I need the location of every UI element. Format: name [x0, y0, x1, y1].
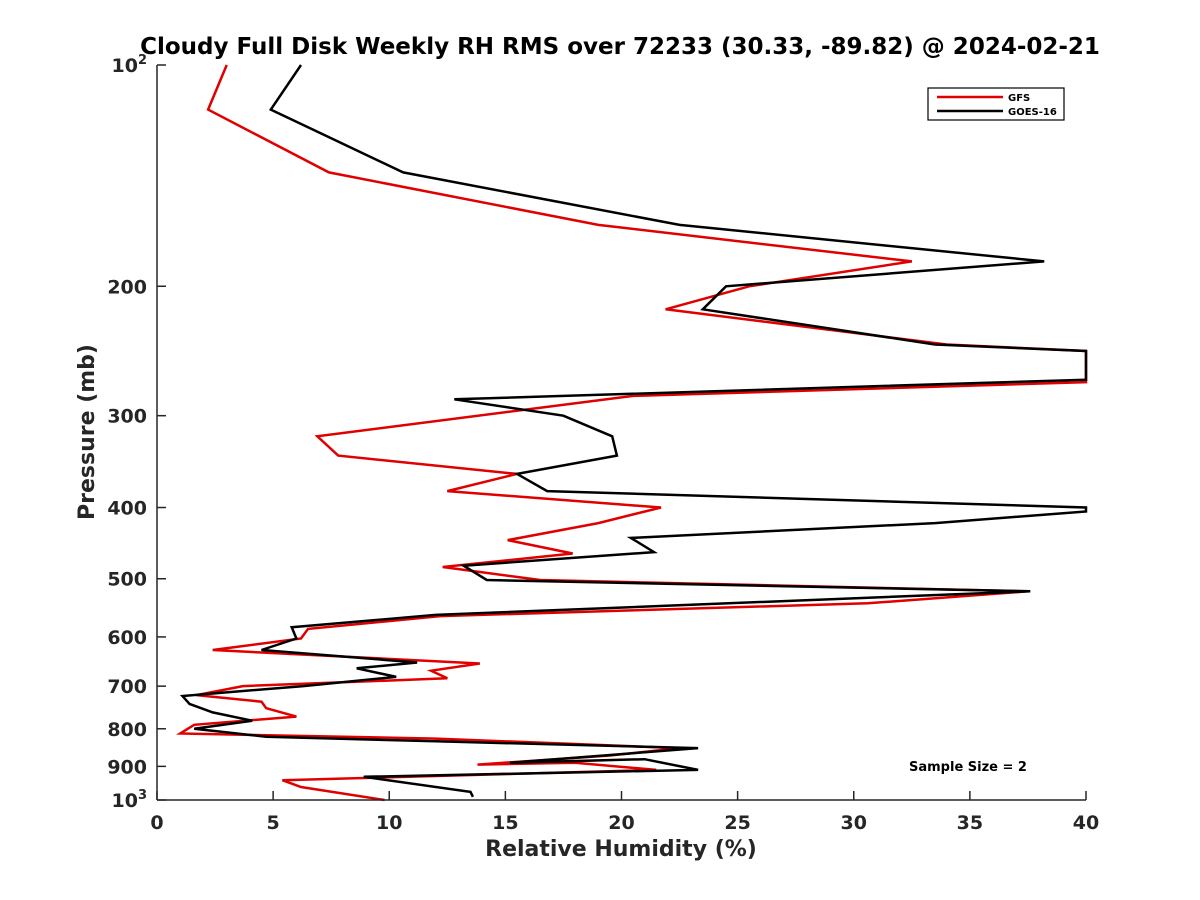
x-tick-label: 35: [957, 812, 983, 834]
series-layer: [175, 64, 1088, 802]
legend-label-goes16: GOES-16: [1008, 107, 1057, 118]
y-tick-label: 500: [107, 569, 147, 591]
chart-title: Cloudy Full Disk Weekly RH RMS over 7223…: [140, 34, 1100, 60]
y-tick-label: 102: [112, 53, 148, 77]
y-tick-label: 103: [112, 788, 148, 812]
y-tick-label: 400: [107, 498, 147, 520]
y-tick-label: 800: [107, 719, 147, 741]
sample-size-annotation: Sample Size = 2: [909, 760, 1027, 775]
plot-area: [157, 65, 1086, 800]
y-tick-label: 900: [107, 756, 147, 778]
axes-layer: 0 5 10 15 20 25 30 35 40 102 200 300 400 500 600 700 800…: [107, 53, 1099, 834]
legend-label-gfs: GFS: [1008, 93, 1030, 104]
x-tick-label: 30: [841, 812, 867, 834]
y-tick-label: 300: [107, 406, 147, 428]
y-tick-label: 200: [107, 276, 147, 298]
x-tick-label: 15: [492, 812, 518, 834]
y-tick-label: 700: [107, 676, 147, 698]
legend-box: [927, 87, 1065, 121]
legend: GFS GOES-16: [927, 87, 1065, 121]
x-axis-label: Relative Humidity (%): [485, 837, 757, 862]
x-tick-label: 40: [1073, 812, 1099, 834]
series-line-goes16: [179, 64, 1088, 798]
x-tick-label: 0: [150, 812, 163, 834]
x-tick-label: 5: [267, 812, 280, 834]
x-tick-label: 10: [376, 812, 402, 834]
x-tick-label: 25: [724, 812, 750, 834]
y-axis-label: Pressure (mb): [75, 344, 100, 520]
x-tick-label: 20: [608, 812, 634, 834]
y-tick-label: 600: [107, 627, 147, 649]
